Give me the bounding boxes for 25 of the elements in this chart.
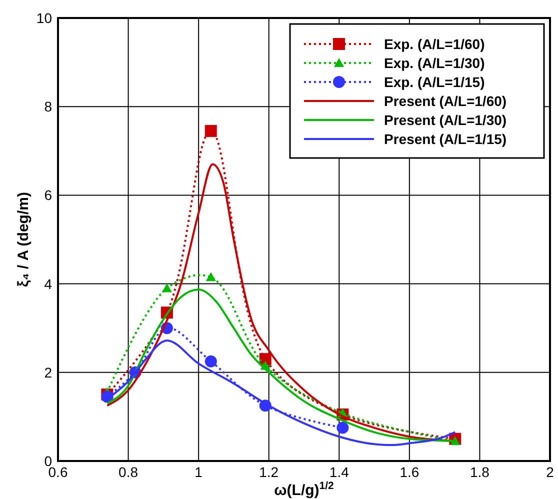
x-tick-label: 1.2 [259,464,279,480]
x-tick-label: 1.8 [470,464,490,480]
x-tick-label: 0.8 [118,464,138,480]
x-tick-label: 1.6 [400,464,420,480]
x-tick-label: 1 [194,464,203,480]
legend-label: Present (A/L=1/60) [384,93,507,109]
point [204,124,217,137]
y-tick-label: 2 [44,364,52,380]
x-axis-title: ω(L/g)$^{1/2}$ [274,480,334,499]
y-tick-label: 4 [44,276,52,292]
y-tick-label: 6 [44,187,52,204]
legend-label: Present (A/L=1/15) [384,131,507,147]
x-tick-label: 1.4 [329,464,350,480]
legend-label: Exp. (A/L=1/60) [384,36,485,52]
point [204,355,217,368]
legend-label: Exp. (A/L=1/30) [384,55,485,71]
legend-label: Exp. (A/L=1/15) [384,74,485,90]
point [162,283,172,292]
y-tick-label: 8 [44,98,52,115]
y-axis-title: ξ₄ / A (deg/m) [15,192,32,287]
legend-label: Present (A/L=1/30) [384,112,507,128]
y-tick-label: 10 [36,10,52,26]
point [206,272,216,282]
point [336,422,349,434]
x-tick-label: 2 [546,464,554,480]
